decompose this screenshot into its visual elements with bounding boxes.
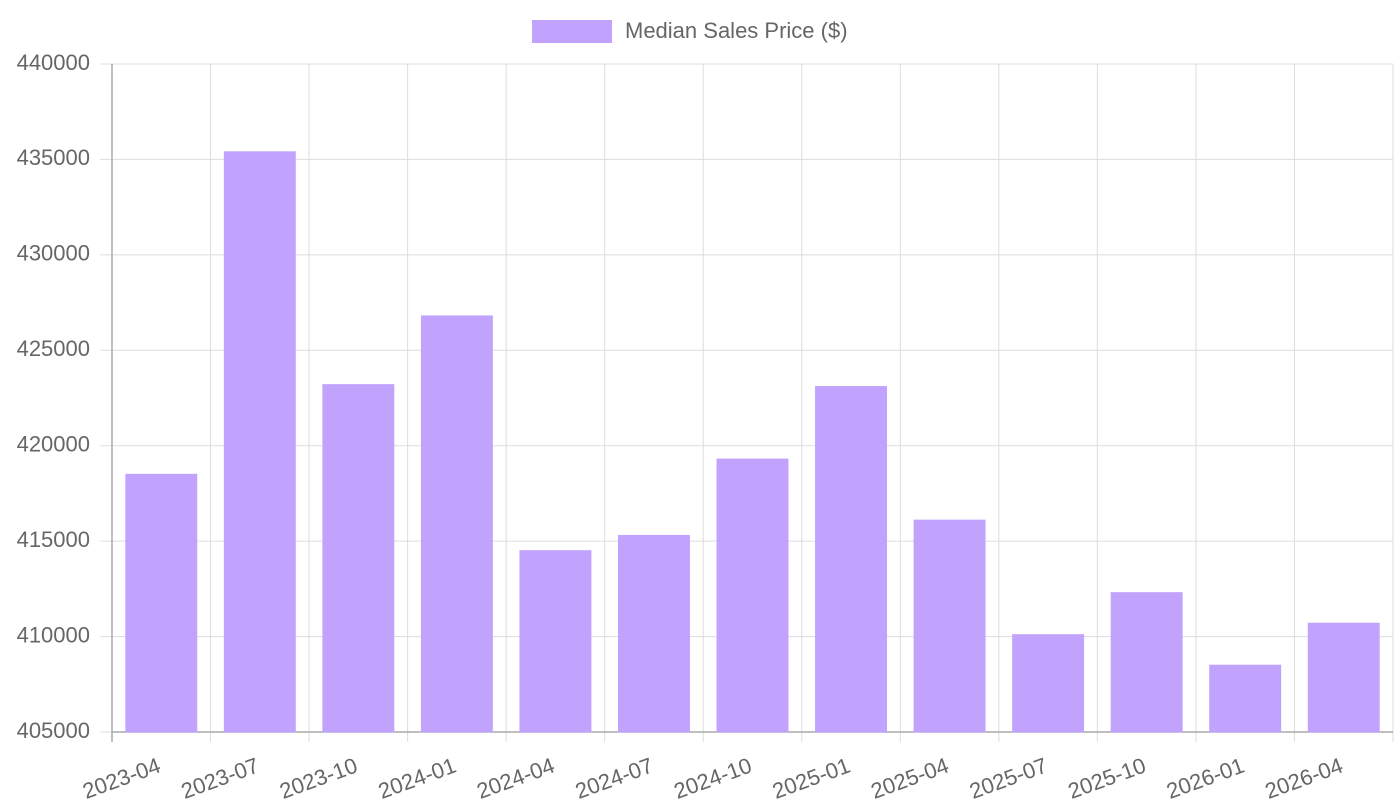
x-tick-label: 2023-07 [178,753,262,800]
bar [716,458,789,733]
x-tick-label: 2026-04 [1262,753,1346,800]
y-tick-label: 440000 [17,50,90,75]
bar [420,315,493,733]
bar [1012,634,1085,733]
y-tick-label: 405000 [17,718,90,743]
bar [913,519,986,733]
bar [1209,664,1282,733]
x-tick-label: 2023-04 [79,753,163,800]
x-tick-label: 2026-01 [1163,753,1247,800]
y-tick-label: 415000 [17,527,90,552]
bar [125,473,198,733]
bar [1307,622,1380,733]
x-tick-label: 2024-07 [572,753,656,800]
x-tick-label: 2024-01 [375,753,459,800]
x-tick-label: 2024-10 [670,753,754,800]
bar [322,384,395,733]
legend-label[interactable]: Median Sales Price ($) [625,18,848,43]
bar [617,534,690,733]
y-tick-label: 410000 [17,622,90,647]
x-tick-label: 2024-04 [473,753,557,800]
legend-swatch[interactable] [532,20,612,43]
x-tick-label: 2025-07 [966,753,1050,800]
bar [519,550,592,733]
x-tick-label: 2025-01 [769,753,853,800]
bar [223,151,296,733]
y-tick-label: 430000 [17,241,90,266]
y-tick-label: 420000 [17,432,90,457]
y-tick-label: 425000 [17,336,90,361]
x-tick-label: 2025-10 [1065,753,1149,800]
bar [1110,592,1183,733]
x-tick-label: 2025-04 [868,753,952,800]
x-tick-label: 2023-10 [276,753,360,800]
bar [815,386,888,733]
y-tick-label: 435000 [17,145,90,170]
